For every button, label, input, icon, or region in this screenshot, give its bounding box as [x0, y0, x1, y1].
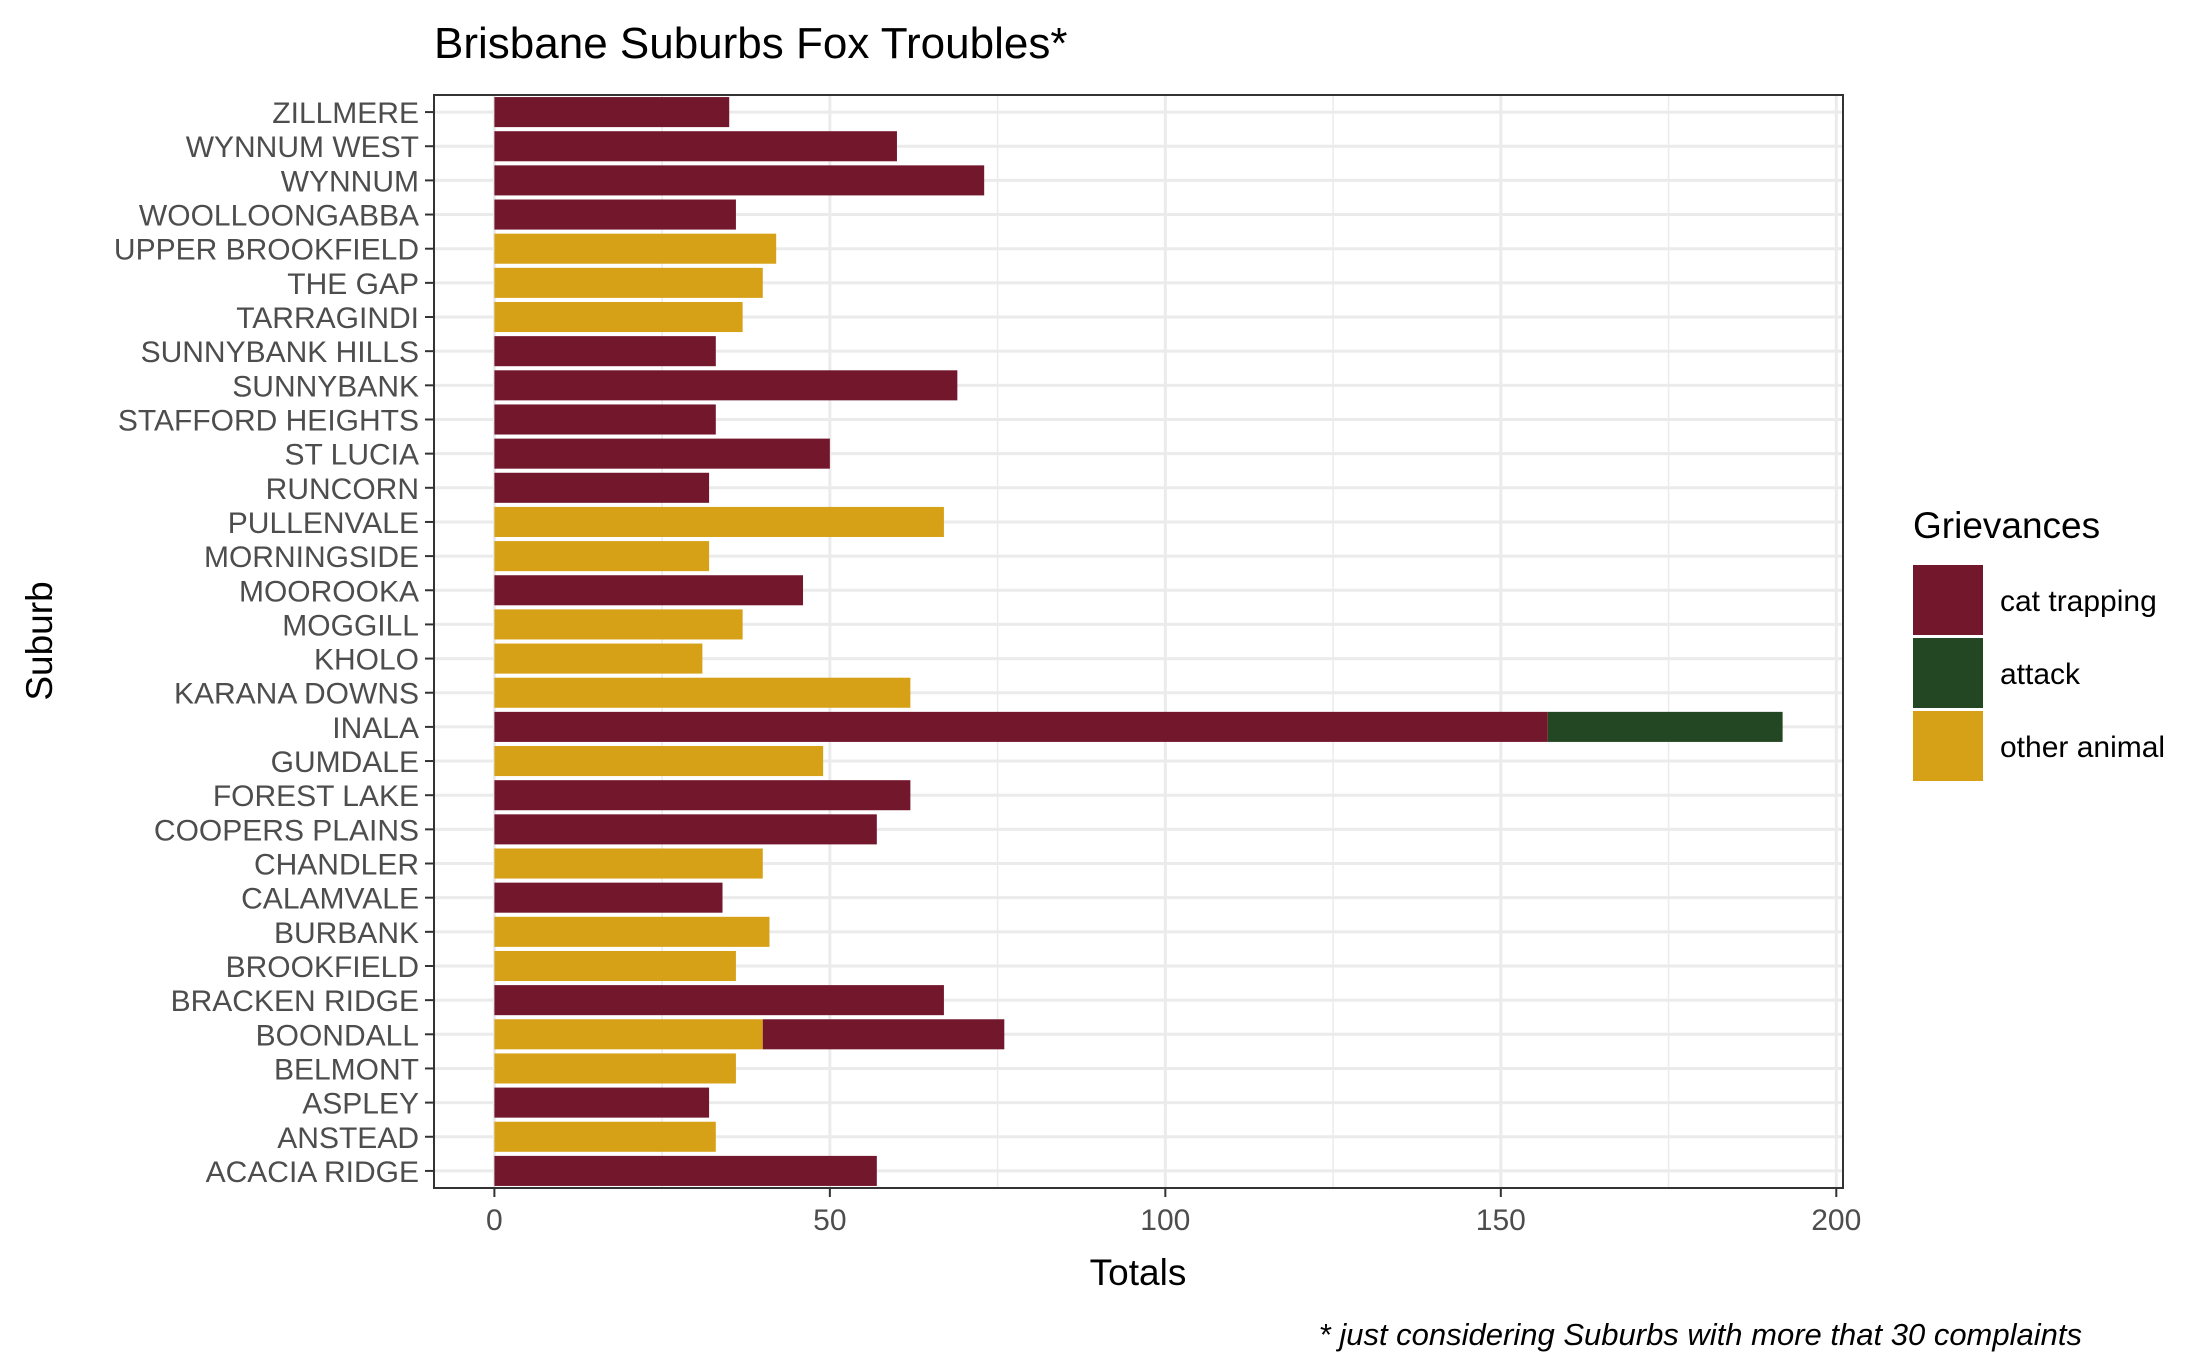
bar-cat-trapping-inala	[494, 711, 1548, 742]
bar-other-animal-anstead	[494, 1121, 716, 1152]
y-tick-label: PULLENVALE	[228, 507, 419, 540]
bar-cat-trapping-forest-lake	[494, 780, 911, 811]
y-tick-label: CHANDLER	[254, 849, 419, 882]
bar-cat-trapping-sunnybank	[494, 370, 958, 401]
y-tick-label: BROOKFIELD	[226, 951, 419, 984]
legend-swatch-other-animal	[1913, 711, 1983, 781]
legend: Grievances cat trapping attack other anima…	[1913, 505, 2165, 781]
bar-cat-trapping-aspley	[494, 1087, 710, 1118]
y-tick-label: WOOLLOONGABBA	[139, 200, 419, 233]
bar-cat-trapping-wynnum-west	[494, 131, 897, 162]
y-tick-label: BRACKEN RIDGE	[171, 985, 419, 1018]
x-tick-label: 50	[813, 1204, 846, 1237]
bar-cat-trapping-zillmere	[494, 97, 730, 128]
bar-cat-trapping-calamvale	[494, 882, 723, 913]
x-tick-label: 0	[486, 1204, 503, 1237]
plot-panel-border	[433, 94, 1844, 1189]
bar-other-animal-burbank	[494, 916, 770, 947]
bar-cat-trapping-coopers-plains	[494, 814, 877, 845]
bar-other-animal-pullenvale	[494, 506, 944, 537]
bar-other-animal-belmont	[494, 1053, 736, 1084]
bar-cat-trapping-st-lucia	[494, 438, 830, 469]
y-tick-label: ZILLMERE	[272, 97, 419, 130]
y-tick-label: WYNNUM	[281, 165, 419, 198]
y-tick-label: CALAMVALE	[241, 883, 419, 916]
y-tick-label: STAFFORD HEIGHTS	[118, 404, 419, 437]
bar-cat-trapping-runcorn	[494, 472, 710, 503]
y-tick-label: MORNINGSIDE	[204, 541, 419, 574]
y-tick-label: KARANA DOWNS	[174, 678, 419, 711]
x-tick-label: 100	[1140, 1204, 1190, 1237]
bars	[494, 97, 1783, 1186]
y-tick-label: THE GAP	[287, 268, 419, 301]
y-tick-label: TARRAGINDI	[236, 302, 419, 335]
plot-panel	[433, 94, 1844, 1189]
y-tick-label: GUMDALE	[271, 746, 419, 779]
grid-major	[434, 95, 1843, 1188]
y-tick-label: MOGGILL	[282, 609, 419, 642]
legend-label-attack: attack	[2000, 658, 2081, 691]
legend-swatch-cat-trapping	[1913, 565, 1983, 635]
bar-other-animal-karana-downs	[494, 677, 911, 708]
y-tick-label: COOPERS PLAINS	[154, 814, 419, 847]
bar-other-animal-gumdale	[494, 746, 824, 777]
bar-other-animal-the-gap	[494, 267, 763, 298]
y-tick-label: KHOLO	[314, 644, 419, 677]
bar-other-animal-kholo	[494, 643, 703, 674]
bar-other-animal-morningside	[494, 541, 710, 572]
chart-caption: * just considering Suburbs with more tha…	[1319, 1317, 2082, 1352]
bar-other-animal-boondall	[494, 1019, 763, 1050]
bar-other-animal-chandler	[494, 848, 763, 879]
y-tick-label: SUNNYBANK HILLS	[141, 336, 419, 369]
bar-other-animal-moggill	[494, 609, 743, 640]
y-axis-label: Suburb	[19, 581, 60, 700]
y-tick-label: BELMONT	[274, 1053, 419, 1086]
bar-other-animal-brookfield	[494, 950, 736, 982]
y-tick-label: FOREST LAKE	[213, 780, 419, 813]
legend-label-other-animal: other animal	[2000, 731, 2165, 764]
y-tick-label: ASPLEY	[302, 1088, 419, 1121]
bar-cat-trapping-acacia-ridge	[494, 1155, 877, 1186]
y-tick-label: BURBANK	[274, 917, 419, 950]
legend-items: cat trapping attack other animal	[1913, 565, 2165, 781]
bar-cat-trapping-wynnum	[494, 165, 985, 196]
y-tick-label: INALA	[332, 712, 419, 745]
bar-other-animal-upper-brookfield	[494, 233, 777, 264]
chart-title: Brisbane Suburbs Fox Troubles*	[434, 19, 1067, 68]
y-tick-label: SUNNYBANK	[232, 370, 419, 403]
y-tick-label: UPPER BROOKFIELD	[114, 234, 419, 267]
x-axis-label: Totals	[1090, 1252, 1187, 1293]
x-axis: 0 50 100 150 200	[486, 1188, 1861, 1237]
y-tick-label: ACACIA RIDGE	[206, 1156, 419, 1189]
bar-attack-inala	[1547, 711, 1783, 742]
y-tick-label: ANSTEAD	[277, 1122, 419, 1155]
bar-cat-trapping-boondall	[762, 1019, 1005, 1050]
bar-cat-trapping-woolloongabba	[494, 199, 736, 230]
bar-cat-trapping-sunnybank-hills	[494, 336, 716, 367]
bar-cat-trapping-bracken-ridge	[494, 985, 944, 1016]
y-tick-label: ST LUCIA	[285, 439, 420, 472]
legend-title: Grievances	[1913, 505, 2100, 546]
legend-swatch-attack	[1913, 638, 1983, 708]
legend-label-cat-trapping: cat trapping	[2000, 585, 2157, 618]
y-tick-label: MOOROOKA	[239, 575, 419, 608]
x-tick-label: 150	[1476, 1204, 1526, 1237]
y-tick-label: RUNCORN	[266, 473, 419, 506]
bar-cat-trapping-stafford-heights	[494, 404, 716, 435]
y-tick-label: WYNNUM WEST	[186, 131, 419, 164]
y-tick-label: BOONDALL	[256, 1019, 419, 1052]
x-tick-label: 200	[1811, 1204, 1861, 1237]
bar-other-animal-tarragindi	[494, 301, 743, 333]
bar-cat-trapping-moorooka	[494, 575, 804, 606]
